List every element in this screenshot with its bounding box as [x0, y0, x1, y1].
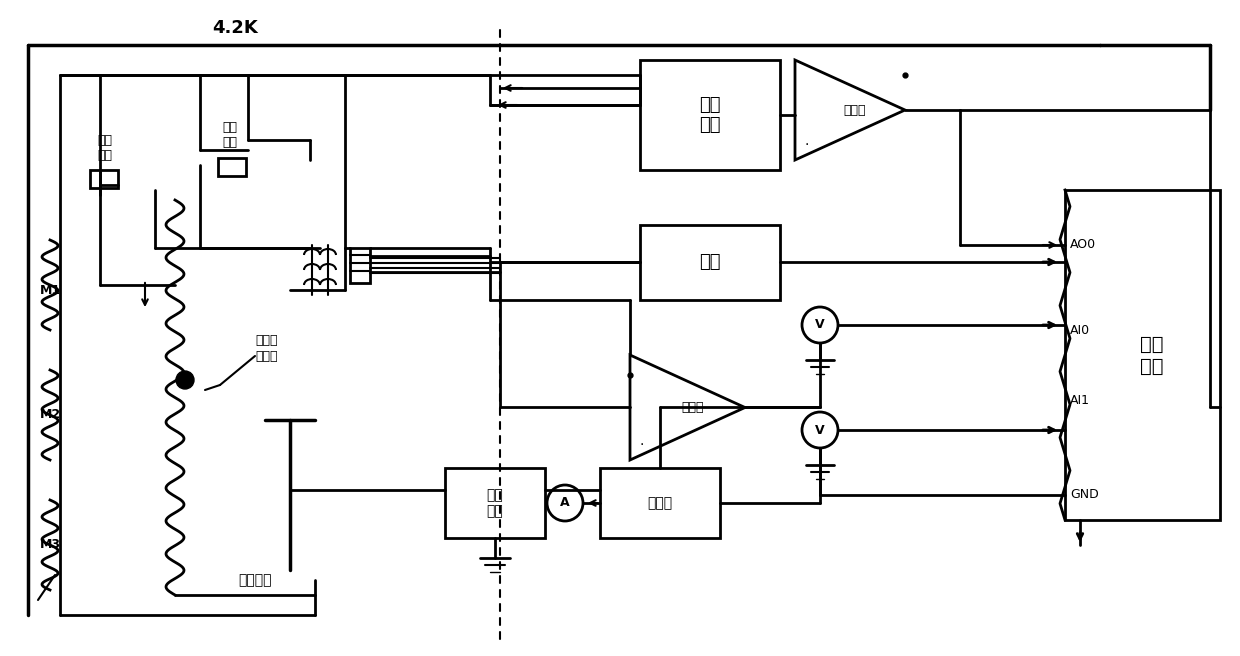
Text: 数据
采集: 数据 采集 — [1141, 335, 1164, 375]
Text: 氮液
位计: 氮液 位计 — [486, 488, 503, 518]
Text: 放大器: 放大器 — [843, 104, 867, 117]
Text: 测线圈: 测线圈 — [255, 350, 278, 363]
Text: 加热
电阻: 加热 电阻 — [222, 121, 238, 149]
Text: 电流源: 电流源 — [647, 496, 672, 510]
Text: V: V — [815, 424, 825, 436]
Text: V: V — [815, 319, 825, 331]
Text: AI1: AI1 — [1070, 394, 1090, 407]
Text: 加热
电阻: 加热 电阻 — [98, 134, 113, 162]
Bar — [350, 248, 370, 283]
Bar — [91, 170, 118, 188]
Circle shape — [176, 371, 193, 389]
Text: A: A — [560, 497, 570, 510]
Bar — [640, 60, 780, 170]
Text: ·: · — [805, 138, 810, 152]
Bar — [218, 158, 246, 176]
Text: 内外搜: 内外搜 — [255, 333, 278, 346]
Text: M2: M2 — [40, 409, 61, 422]
Text: 电流: 电流 — [699, 253, 720, 271]
Text: M1: M1 — [40, 283, 61, 297]
Text: 放大器: 放大器 — [681, 401, 704, 414]
Text: 4.2K: 4.2K — [212, 19, 258, 37]
Text: 磁体
电源: 磁体 电源 — [699, 96, 720, 134]
Bar — [445, 468, 546, 538]
Bar — [1065, 190, 1220, 520]
Text: GND: GND — [1070, 489, 1099, 501]
Text: ·: · — [640, 438, 645, 452]
Text: AI0: AI0 — [1070, 323, 1090, 337]
Text: M3: M3 — [40, 539, 61, 552]
Text: 补偿线圈: 补偿线圈 — [238, 573, 272, 587]
Bar — [600, 468, 720, 538]
Text: AO0: AO0 — [1070, 239, 1096, 251]
Bar — [640, 225, 780, 300]
